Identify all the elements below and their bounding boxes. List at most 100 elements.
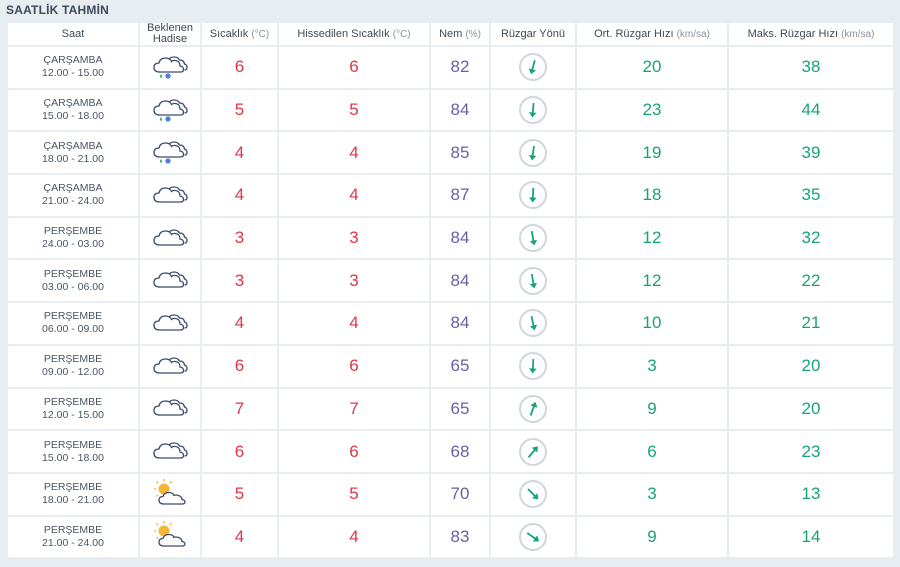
cloud-icon bbox=[151, 178, 189, 213]
wind-direction-arrow-icon bbox=[519, 437, 547, 466]
wind-direction-arrow-icon bbox=[519, 138, 547, 167]
header-saat: Saat bbox=[8, 23, 138, 45]
wind-direction-cell bbox=[491, 260, 575, 302]
feels-like-cell: 3 bbox=[279, 217, 429, 259]
feels-like-cell: 5 bbox=[279, 89, 429, 131]
time-range: 15.00 - 18.00 bbox=[42, 110, 104, 123]
day-label: PERŞEMBE bbox=[43, 523, 103, 536]
temperature-cell: 4 bbox=[202, 303, 277, 344]
humidity-cell: 84 bbox=[431, 217, 489, 259]
day-label: ÇARŞAMBA bbox=[43, 139, 103, 152]
weather-icon-cell bbox=[140, 132, 200, 174]
temperature-cell: 3 bbox=[202, 217, 277, 259]
feels-like-cell: 3 bbox=[279, 260, 429, 302]
time-range: 15.00 - 18.00 bbox=[42, 451, 104, 464]
time-range: 21.00 - 24.00 bbox=[42, 195, 104, 208]
table-row: ÇARŞAMBA 18.00 - 21.00 4 4 85 19 39 bbox=[8, 132, 893, 174]
header-hissedilen: Hissedilen Sıcaklık (°C) bbox=[279, 23, 429, 45]
partly-sunny-icon bbox=[151, 477, 189, 512]
weather-icon-cell bbox=[140, 431, 200, 472]
wind-direction-cell bbox=[491, 473, 575, 515]
wind-direction-cell bbox=[491, 217, 575, 259]
max-wind-speed-cell: 23 bbox=[729, 431, 893, 472]
feels-like-cell: 4 bbox=[279, 303, 429, 344]
wind-direction-arrow-icon bbox=[519, 53, 547, 82]
max-wind-speed-cell: 13 bbox=[729, 473, 893, 515]
weather-icon-cell bbox=[140, 260, 200, 302]
table-row: PERŞEMBE 24.00 - 03.00 3 3 84 12 32 bbox=[8, 217, 893, 259]
time-cell: PERŞEMBE 06.00 - 09.00 bbox=[8, 303, 138, 344]
table-row: PERŞEMBE 21.00 - 24.00 4 4 83 9 14 bbox=[8, 516, 893, 558]
time-cell: PERŞEMBE 15.00 - 18.00 bbox=[8, 431, 138, 472]
wind-direction-cell bbox=[491, 431, 575, 472]
max-wind-speed-cell: 38 bbox=[729, 47, 893, 88]
table-header-row: Saat Beklenen Hadise Sıcaklık (°C) Hissed… bbox=[8, 23, 893, 45]
header-beklenen-hadise: Beklenen Hadise bbox=[140, 23, 200, 45]
humidity-cell: 84 bbox=[431, 303, 489, 344]
day-label: PERŞEMBE bbox=[43, 267, 103, 280]
table-row: PERŞEMBE 15.00 - 18.00 6 6 68 6 23 bbox=[8, 431, 893, 472]
feels-like-cell: 7 bbox=[279, 388, 429, 430]
time-cell: ÇARŞAMBA 18.00 - 21.00 bbox=[8, 132, 138, 174]
avg-wind-speed-cell: 3 bbox=[577, 473, 727, 515]
header-maks-ruzgar: Maks. Rüzgar Hızı (km/sa) bbox=[729, 23, 893, 45]
humidity-cell: 84 bbox=[431, 89, 489, 131]
avg-wind-speed-cell: 18 bbox=[577, 175, 727, 216]
header-nem: Nem (%) bbox=[431, 23, 489, 45]
table-row: ÇARŞAMBA 15.00 - 18.00 5 5 84 23 44 bbox=[8, 89, 893, 131]
day-label: PERŞEMBE bbox=[43, 438, 103, 451]
time-cell: PERŞEMBE 03.00 - 06.00 bbox=[8, 260, 138, 302]
time-range: 21.00 - 24.00 bbox=[42, 536, 104, 549]
humidity-cell: 83 bbox=[431, 516, 489, 558]
max-wind-speed-cell: 14 bbox=[729, 516, 893, 558]
avg-wind-speed-cell: 9 bbox=[577, 388, 727, 430]
weather-icon-cell bbox=[140, 47, 200, 88]
day-label: ÇARŞAMBA bbox=[43, 182, 103, 195]
partly-sunny-icon bbox=[151, 519, 189, 554]
max-wind-speed-cell: 44 bbox=[729, 89, 893, 131]
time-cell: PERŞEMBE 18.00 - 21.00 bbox=[8, 473, 138, 515]
time-range: 09.00 - 12.00 bbox=[42, 366, 104, 379]
time-cell: ÇARŞAMBA 15.00 - 18.00 bbox=[8, 89, 138, 131]
time-cell: PERŞEMBE 09.00 - 12.00 bbox=[8, 345, 138, 387]
humidity-cell: 68 bbox=[431, 431, 489, 472]
temperature-cell: 6 bbox=[202, 345, 277, 387]
day-label: PERŞEMBE bbox=[43, 481, 103, 494]
day-label: PERŞEMBE bbox=[43, 310, 103, 323]
time-range: 12.00 - 15.00 bbox=[42, 408, 104, 421]
humidity-cell: 85 bbox=[431, 132, 489, 174]
table-row: PERŞEMBE 09.00 - 12.00 6 6 65 3 20 bbox=[8, 345, 893, 387]
time-cell: PERŞEMBE 21.00 - 24.00 bbox=[8, 516, 138, 558]
temperature-cell: 5 bbox=[202, 473, 277, 515]
feels-like-cell: 6 bbox=[279, 431, 429, 472]
sleet-cloud-icon bbox=[151, 93, 189, 128]
wind-direction-arrow-icon bbox=[519, 394, 547, 423]
wind-direction-cell bbox=[491, 345, 575, 387]
weather-icon-cell bbox=[140, 516, 200, 558]
table-row: PERŞEMBE 06.00 - 09.00 4 4 84 10 21 bbox=[8, 303, 893, 344]
weather-icon-cell bbox=[140, 345, 200, 387]
avg-wind-speed-cell: 23 bbox=[577, 89, 727, 131]
day-label: ÇARŞAMBA bbox=[43, 54, 103, 67]
weather-icon-cell bbox=[140, 473, 200, 515]
wind-direction-arrow-icon bbox=[519, 266, 547, 295]
sleet-cloud-icon bbox=[151, 135, 189, 170]
avg-wind-speed-cell: 6 bbox=[577, 431, 727, 472]
wind-direction-arrow-icon bbox=[519, 224, 547, 253]
table-row: PERŞEMBE 03.00 - 06.00 3 3 84 12 22 bbox=[8, 260, 893, 302]
feels-like-cell: 4 bbox=[279, 516, 429, 558]
cloud-icon bbox=[151, 263, 189, 298]
feels-like-cell: 4 bbox=[279, 132, 429, 174]
time-range: 18.00 - 21.00 bbox=[42, 152, 104, 165]
weather-icon-cell bbox=[140, 175, 200, 216]
temperature-cell: 4 bbox=[202, 132, 277, 174]
max-wind-speed-cell: 32 bbox=[729, 217, 893, 259]
wind-direction-arrow-icon bbox=[519, 480, 547, 509]
temperature-cell: 6 bbox=[202, 431, 277, 472]
max-wind-speed-cell: 20 bbox=[729, 345, 893, 387]
time-range: 06.00 - 09.00 bbox=[42, 323, 104, 336]
max-wind-speed-cell: 21 bbox=[729, 303, 893, 344]
humidity-cell: 70 bbox=[431, 473, 489, 515]
header-ruzgar-yonu: Rüzgar Yönü bbox=[491, 23, 575, 45]
time-range: 24.00 - 03.00 bbox=[42, 238, 104, 251]
